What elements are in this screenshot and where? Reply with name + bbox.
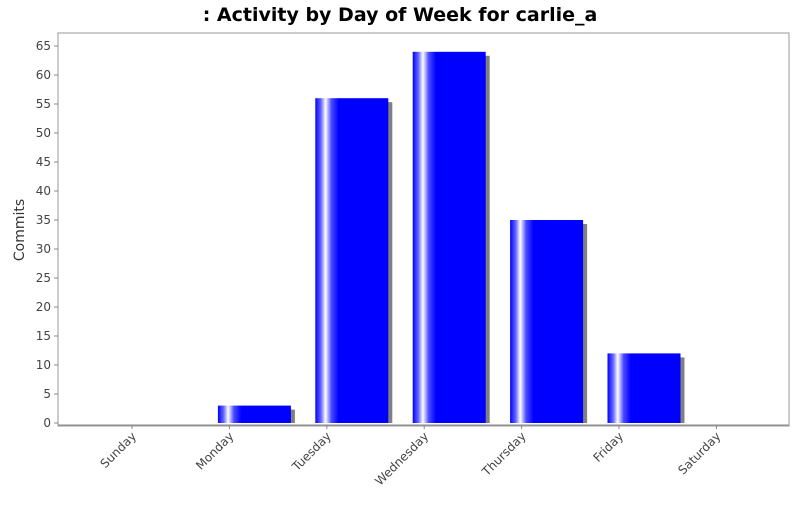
y-tick-label: 35: [36, 213, 51, 227]
y-tick-label: 25: [36, 271, 51, 285]
y-axis-label: Commits: [12, 199, 28, 261]
y-tick-label: 45: [36, 155, 51, 169]
y-tick-label: 20: [36, 300, 51, 314]
bar-monday: [217, 405, 291, 423]
y-tick-label: 55: [36, 97, 51, 111]
y-tick-label: 60: [36, 68, 51, 82]
x-tick-label-monday: Monday: [193, 429, 236, 472]
y-tick-label: 15: [36, 329, 51, 343]
x-tick-label-saturday: Saturday: [675, 429, 723, 477]
y-tick-label: 5: [43, 387, 51, 401]
y-tick-label: 50: [36, 126, 51, 140]
x-tick-label-friday: Friday: [591, 429, 627, 465]
y-tick-label: 10: [36, 358, 51, 372]
x-tick-label-tuesday: Tuesday: [289, 429, 334, 474]
bar-wednesday: [412, 51, 486, 424]
chart-title: : Activity by Day of Week for carlie_a: [203, 4, 598, 26]
y-axis: 0 5 10 15 20 25 30 35 40 45 50 55 60 65: [36, 39, 58, 430]
bar-tuesday: [315, 98, 389, 423]
y-tick-label: 40: [36, 184, 51, 198]
bar-thursday: [510, 220, 584, 423]
y-tick-label: 0: [43, 416, 51, 430]
x-tick-label-thursday: Thursday: [479, 429, 529, 479]
y-tick-label: 30: [36, 242, 51, 256]
x-tick-label-wednesday: Wednesday: [372, 429, 431, 488]
bars-group: [217, 51, 685, 424]
x-axis: Sunday Monday Tuesday Wednesday Thursday Frid…: [58, 424, 789, 488]
bar-friday: [607, 353, 681, 423]
y-tick-label: 65: [36, 39, 51, 53]
x-tick-label-sunday: Sunday: [97, 429, 139, 471]
